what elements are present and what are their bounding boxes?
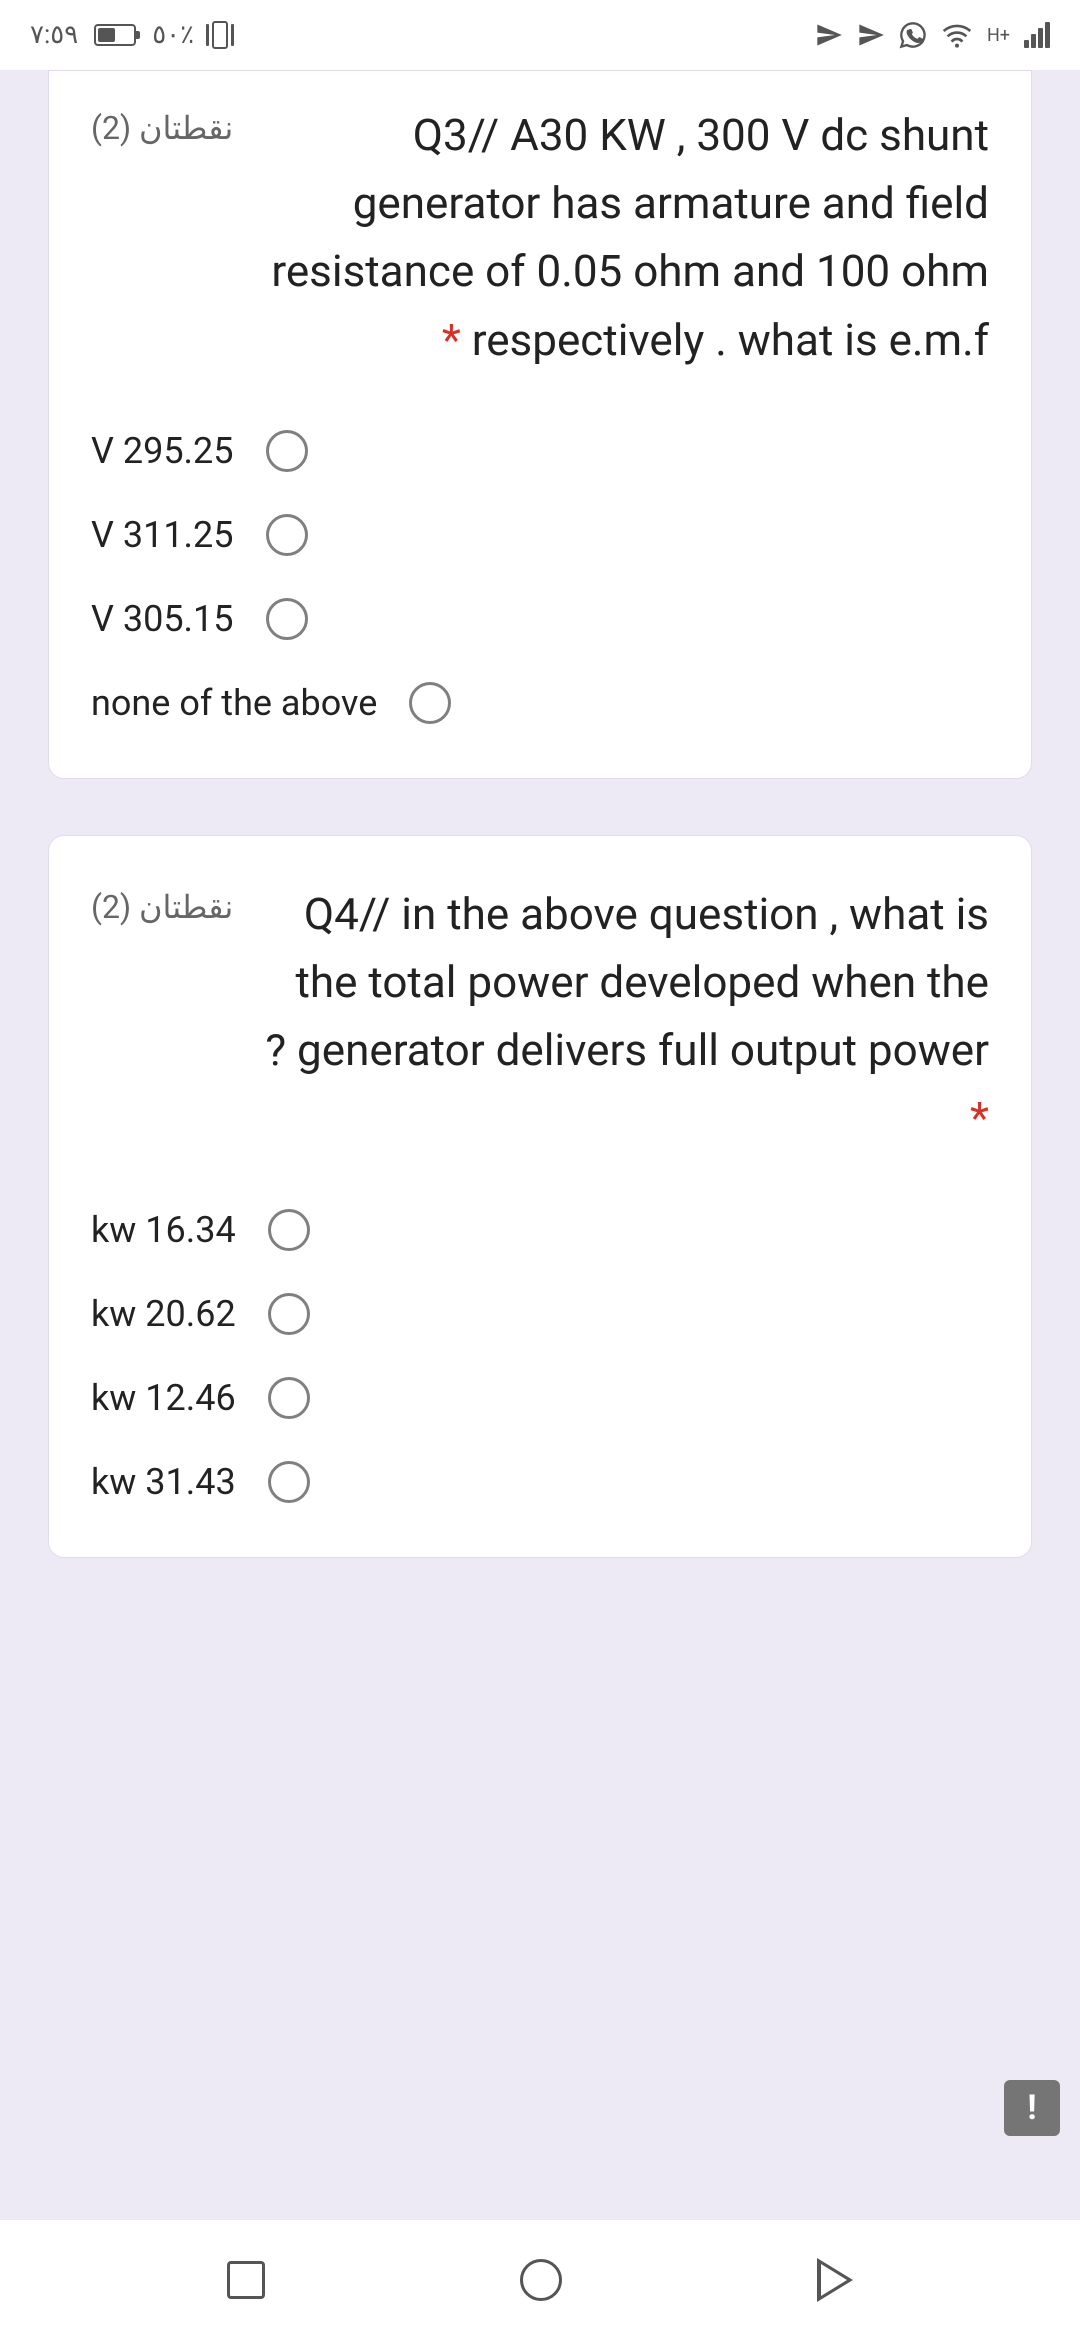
radio-option[interactable]: 305.15 V — [91, 598, 989, 640]
question-card: Q4// in the above question , what is the… — [48, 835, 1032, 1558]
radio-icon — [268, 1377, 310, 1419]
nav-bar — [0, 2220, 1080, 2340]
radio-option[interactable]: 12.46 kw — [91, 1377, 989, 1419]
alert-badge[interactable]: ! — [1004, 2080, 1060, 2136]
option-label: 295.25 V — [91, 430, 234, 472]
whatsapp-icon — [899, 21, 927, 49]
options-group: 16.34 kw 20.62 kw 12.46 kw 31.43 kw — [91, 1209, 989, 1503]
question-text-content: Q3// A30 KW , 300 V dc shunt generator h… — [271, 109, 989, 366]
status-time: ٧:٥٩ — [30, 20, 78, 50]
question-text-content: Q4// in the above question , what is the… — [265, 888, 989, 1076]
radio-option[interactable]: none of the above — [91, 682, 989, 724]
status-bar: ٧:٥٩ ٥٠٪ H+ — [0, 0, 1080, 70]
radio-icon — [266, 598, 308, 640]
question-text: Q4// in the above question , what is the… — [253, 880, 989, 1153]
question-text: Q3// A30 KW , 300 V dc shunt generator h… — [253, 101, 989, 374]
radio-icon — [409, 682, 451, 724]
wifi-icon — [941, 21, 973, 49]
option-label: 20.62 kw — [91, 1293, 236, 1335]
radio-icon — [266, 430, 308, 472]
radio-icon — [266, 514, 308, 556]
question-header: Q4// in the above question , what is the… — [91, 880, 989, 1153]
battery-percent: ٥٠٪ — [152, 20, 194, 50]
option-label: 16.34 kw — [91, 1209, 236, 1251]
radio-option[interactable]: 295.25 V — [91, 430, 989, 472]
network-type: H+ — [987, 25, 1010, 46]
vibrate-icon — [206, 21, 234, 49]
points-label: نقطتان (2) — [91, 880, 233, 926]
nav-back-icon[interactable] — [817, 2258, 853, 2302]
status-right: H+ — [815, 21, 1050, 49]
options-group: 295.25 V 311.25 V 305.15 V none of the a… — [91, 430, 989, 724]
nav-recent-icon[interactable] — [227, 2261, 265, 2299]
radio-option[interactable]: 311.25 V — [91, 514, 989, 556]
option-label: 305.15 V — [91, 598, 234, 640]
radio-icon — [268, 1293, 310, 1335]
points-label: نقطتان (2) — [91, 101, 233, 147]
radio-icon — [268, 1209, 310, 1251]
option-label: 311.25 V — [91, 514, 234, 556]
required-asterisk: * — [970, 1092, 989, 1144]
send-icon — [815, 21, 843, 49]
battery-icon — [94, 24, 136, 46]
question-header: Q3// A30 KW , 300 V dc shunt generator h… — [91, 101, 989, 374]
nav-home-icon[interactable] — [520, 2259, 562, 2301]
option-label: 12.46 kw — [91, 1377, 236, 1419]
radio-icon — [268, 1461, 310, 1503]
radio-option[interactable]: 31.43 kw — [91, 1461, 989, 1503]
status-left: ٧:٥٩ ٥٠٪ — [30, 20, 234, 50]
radio-option[interactable]: 16.34 kw — [91, 1209, 989, 1251]
option-label: none of the above — [91, 682, 377, 724]
required-asterisk: * — [442, 314, 461, 366]
form-content: Q3// A30 KW , 300 V dc shunt generator h… — [0, 70, 1080, 2220]
signal-icon — [1024, 22, 1050, 48]
radio-option[interactable]: 20.62 kw — [91, 1293, 989, 1335]
question-card: Q3// A30 KW , 300 V dc shunt generator h… — [48, 70, 1032, 779]
option-label: 31.43 kw — [91, 1461, 236, 1503]
send-icon — [857, 21, 885, 49]
